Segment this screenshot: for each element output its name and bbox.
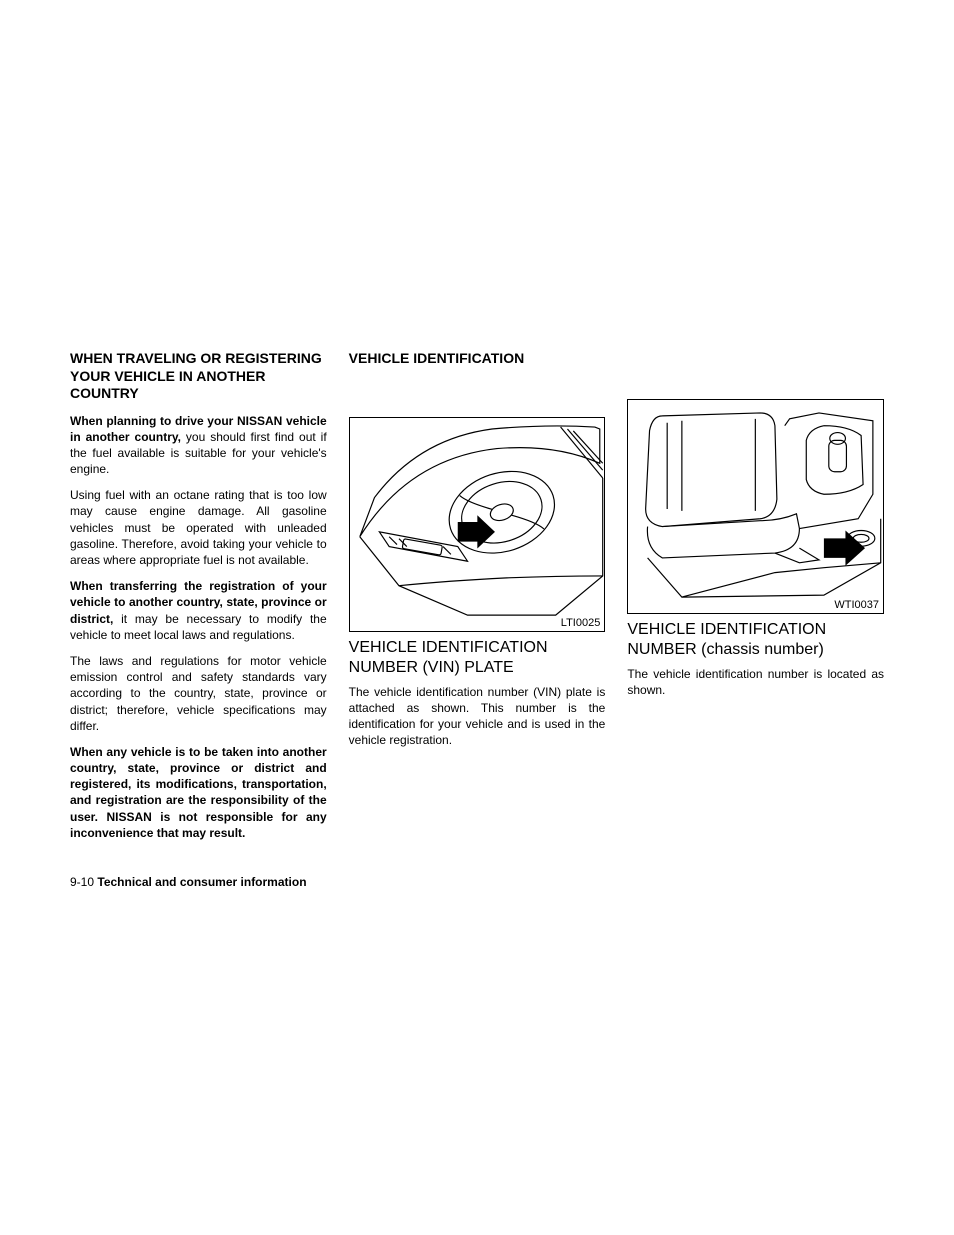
- col1-p3: When transferring the registration of yo…: [70, 578, 327, 643]
- col2-subheading: VEHICLE IDENTIFICATION NUMBER (VIN) PLAT…: [349, 638, 606, 678]
- vin-plate-illustration: [350, 418, 605, 631]
- col1-p5-bold: When any vehicle is to be taken into ano…: [70, 745, 327, 840]
- figure-label-1: LTI0025: [561, 617, 601, 629]
- figure-vin-plate: LTI0025: [349, 417, 606, 632]
- col3-body: The vehicle identification number is loc…: [627, 666, 884, 698]
- figure-chassis-number: WTI0037: [627, 399, 884, 614]
- arrow-icon: [824, 530, 865, 565]
- figure-label-2: WTI0037: [834, 599, 879, 611]
- footer-page-number: 9-10: [70, 875, 94, 889]
- col2-body: The vehicle identification number (VIN) …: [349, 684, 606, 749]
- column-layout: WHEN TRAVELING OR REGISTERING YOUR VEHIC…: [70, 350, 884, 851]
- column-2: VEHICLE IDENTIFICATION: [349, 350, 606, 851]
- column-1: WHEN TRAVELING OR REGISTERING YOUR VEHIC…: [70, 350, 327, 851]
- col1-p4: The laws and regulations for motor vehic…: [70, 653, 327, 734]
- page-content: WHEN TRAVELING OR REGISTERING YOUR VEHIC…: [70, 350, 884, 851]
- col1-p1: When planning to drive your NISSAN vehic…: [70, 413, 327, 478]
- col1-heading: WHEN TRAVELING OR REGISTERING YOUR VEHIC…: [70, 350, 327, 403]
- column-3: WTI0037 VEHICLE IDENTIFICATION NUMBER (c…: [627, 350, 884, 851]
- col2-heading: VEHICLE IDENTIFICATION: [349, 350, 606, 368]
- col1-p2: Using fuel with an octane rating that is…: [70, 487, 327, 568]
- chassis-illustration: [628, 400, 883, 613]
- col1-p5: When any vehicle is to be taken into ano…: [70, 744, 327, 841]
- footer-section-title: Technical and consumer information: [97, 875, 306, 889]
- page-footer: 9-10 Technical and consumer information: [70, 875, 307, 889]
- col3-subheading: VEHICLE IDENTIFICATION NUMBER (chassis n…: [627, 620, 884, 660]
- arrow-icon: [457, 515, 494, 548]
